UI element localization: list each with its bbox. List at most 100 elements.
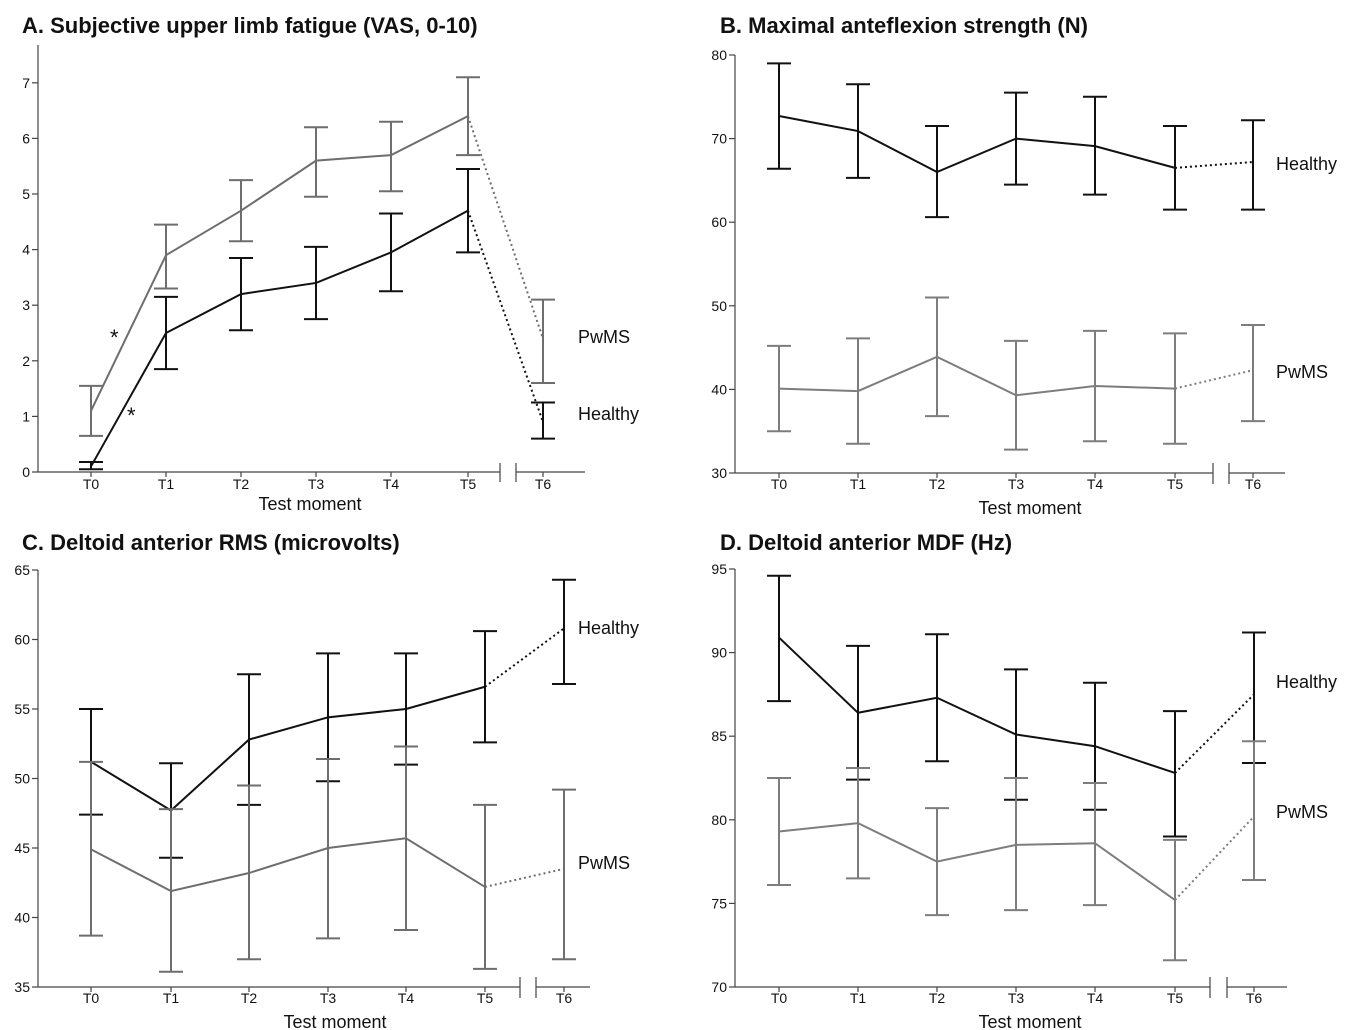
panel-d-x-tick-label: T2 <box>929 990 946 1006</box>
panel-a-x-tick-label: T2 <box>233 476 250 492</box>
panel-a-x-tick-label: T5 <box>460 476 477 492</box>
panel-d-healthy-line <box>778 636 1176 774</box>
panel-b-series <box>767 62 1265 451</box>
panel-b-healthy-dotted-segment <box>1174 161 1254 169</box>
panel-c-title: C. Deltoid anterior RMS (microvolts) <box>22 530 400 555</box>
panel-a-label-healthy: Healthy <box>578 404 639 424</box>
panel-c-pwms-dotted-segment <box>484 867 565 888</box>
panel-c-y-tick-label: 45 <box>14 840 30 856</box>
panel-c-y-tick-label: 35 <box>14 979 30 995</box>
panel-d-x-ticks: T0 T1 T2 T3 T4 T5 T6 <box>771 987 1263 1006</box>
panel-c-x-tick-label: T4 <box>398 990 415 1006</box>
panel-a-pwms-dotted-segment <box>467 115 544 339</box>
panel-d-x-tick-label: T6 <box>1246 990 1263 1006</box>
panel-b-x-tick-label: T2 <box>929 476 946 492</box>
panel-a-x-tick-label: T4 <box>383 476 400 492</box>
panel-a-y-tick-label: 4 <box>22 242 30 258</box>
panel-b-y-tick-label: 70 <box>711 131 727 147</box>
panel-b-series-pwms <box>767 296 1265 451</box>
panel-d: D. Deltoid anterior MDF (Hz) 70 75 80 85 90 9… <box>711 530 1337 1030</box>
panel-d-y-ticks: 70 75 80 85 90 95 <box>711 561 735 995</box>
panel-a-title: A. Subjective upper limb fatigue (VAS, 0… <box>22 13 478 38</box>
panel-a-healthy-line <box>90 209 469 467</box>
panel-b-x-axis-title: Test moment <box>978 498 1081 518</box>
panel-a-x-tick-label: T1 <box>158 476 175 492</box>
panel-d-x-axis-title: Test moment <box>978 1012 1081 1030</box>
panel-a-y-tick-label: 0 <box>22 464 30 480</box>
panel-c-label-healthy: Healthy <box>578 618 639 638</box>
panel-b-y-tick-label: 40 <box>711 381 727 397</box>
panel-a-x-axis-title: Test moment <box>258 494 361 514</box>
panel-d-healthy-dotted-segment <box>1174 693 1255 774</box>
panel-b-pwms-line <box>778 355 1176 397</box>
panel-b-x-tick-label: T1 <box>850 476 867 492</box>
panel-a-y-tick-label: 2 <box>22 353 30 369</box>
panel-a-significance-marker-2: * <box>127 403 136 428</box>
panel-a-pwms-line <box>90 115 469 412</box>
panel-a-x-tick-label: T6 <box>535 476 552 492</box>
panel-c-series <box>79 578 576 973</box>
panel-c-y-tick-label: 65 <box>14 562 30 578</box>
panel-d-x-tick-label: T4 <box>1087 990 1104 1006</box>
panel-c-y-tick-label: 40 <box>14 910 30 926</box>
panel-c-x-tick-label: T1 <box>163 990 180 1006</box>
panel-a-x-ticks: T0 T1 T2 T3 T4 T5 T6 <box>83 472 552 492</box>
panel-c-x-tick-label: T5 <box>477 990 494 1006</box>
panel-a-x-tick-label: T3 <box>308 476 325 492</box>
panel-a-y-tick-label: 7 <box>22 75 30 91</box>
panel-b-x-ticks: T0 T1 T2 T3 T4 T5 T6 <box>771 473 1261 492</box>
panel-d-x-tick-label: T5 <box>1167 990 1184 1006</box>
panel-c-healthy-dotted-segment <box>484 627 565 688</box>
panel-b-title: B. Maximal anteflexion strength (N) <box>720 13 1088 38</box>
panel-d-x-tick-label: T1 <box>850 990 867 1006</box>
panel-c-x-tick-label: T0 <box>83 990 100 1006</box>
panel-d-y-tick-label: 80 <box>711 812 727 828</box>
panel-c-healthy-line <box>90 685 486 812</box>
panel-b-x-tick-label: T4 <box>1087 476 1104 492</box>
panel-b-pwms-dotted-segment <box>1174 369 1254 390</box>
panel-c-x-ticks: T0 T1 T2 T3 T4 T5 T6 <box>83 987 572 1006</box>
panel-b-label-pwms: PwMS <box>1276 362 1328 382</box>
panel-b-y-tick-label: 60 <box>711 214 727 230</box>
panel-a-y-tick-label: 6 <box>22 130 30 146</box>
panel-a-series-healthy <box>79 167 555 471</box>
panel-c-series-pwms <box>79 745 576 973</box>
panel-d-y-tick-label: 95 <box>711 561 727 577</box>
panel-a-y-ticks: 0 1 2 3 4 5 6 7 <box>22 75 38 480</box>
panel-a-label-pwms: PwMS <box>578 327 630 347</box>
panel-d-y-tick-label: 75 <box>711 895 727 911</box>
panel-c-x-tick-label: T2 <box>241 990 258 1006</box>
panel-a-significance-marker-1: * <box>110 325 119 350</box>
panel-b-y-tick-label: 80 <box>711 47 727 63</box>
panel-a-y-tick-label: 3 <box>22 297 30 313</box>
panel-b-series-healthy <box>767 62 1265 219</box>
panel-d-label-healthy: Healthy <box>1276 672 1337 692</box>
panel-b-x-tick-label: T5 <box>1167 476 1184 492</box>
panel-a-y-tick-label: 1 <box>22 408 30 424</box>
panel-d-y-tick-label: 90 <box>711 645 727 661</box>
panel-b-y-ticks: 30 40 50 60 70 80 <box>711 47 735 481</box>
panel-c-y-tick-label: 50 <box>14 771 30 787</box>
panel-c-y-ticks: 35 40 45 50 55 60 65 <box>14 562 38 995</box>
panel-d-series <box>767 574 1266 962</box>
panel-d-x-tick-label: T3 <box>1008 990 1025 1006</box>
panel-d-x-tick-label: T0 <box>771 990 788 1006</box>
panel-b-x-tick-label: T0 <box>771 476 788 492</box>
panel-a-healthy-dotted-segment <box>467 210 544 423</box>
panel-b-label-healthy: Healthy <box>1276 154 1337 174</box>
panel-b-x-tick-label: T3 <box>1008 476 1025 492</box>
panel-c-label-pwms: PwMS <box>578 853 630 873</box>
panel-c-y-tick-label: 60 <box>14 632 30 648</box>
panel-b: B. Maximal anteflexion strength (N) 30 40… <box>711 13 1337 518</box>
panel-c: C. Deltoid anterior RMS (microvolts) 35 4… <box>14 530 639 1030</box>
panel-b-y-tick-label: 50 <box>711 298 727 314</box>
panel-c-x-tick-label: T3 <box>320 990 337 1006</box>
panel-d-y-tick-label: 85 <box>711 728 727 744</box>
panel-a-y-tick-label: 5 <box>22 186 30 202</box>
panel-d-series-pwms <box>767 740 1266 962</box>
panel-d-y-tick-label: 70 <box>711 979 727 995</box>
panel-b-healthy-line <box>778 115 1176 174</box>
panel-a-x-tick-label: T0 <box>83 476 100 492</box>
panel-a: A. Subjective upper limb fatigue (VAS, 0… <box>22 13 639 514</box>
